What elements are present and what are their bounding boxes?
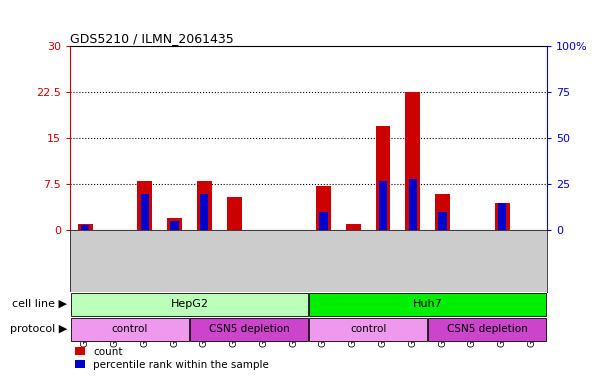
Bar: [346, 224, 360, 230]
Bar: [141, 194, 149, 230]
Text: cell line ▶: cell line ▶: [12, 299, 67, 309]
Bar: [197, 181, 212, 230]
Text: Huh7: Huh7: [413, 299, 442, 309]
Bar: [498, 203, 507, 230]
Bar: [71, 293, 308, 316]
Legend: count, percentile rank within the sample: count, percentile rank within the sample: [76, 347, 269, 370]
Bar: [170, 221, 178, 230]
Bar: [200, 194, 208, 230]
Bar: [167, 218, 182, 230]
Bar: [309, 293, 546, 316]
Text: control: control: [350, 324, 386, 334]
Text: control: control: [112, 324, 148, 334]
Bar: [71, 318, 189, 341]
Text: GDS5210 / ILMN_2061435: GDS5210 / ILMN_2061435: [70, 32, 234, 45]
Bar: [137, 181, 152, 230]
Text: HepG2: HepG2: [170, 299, 208, 309]
Bar: [379, 180, 387, 230]
Bar: [435, 194, 450, 230]
Bar: [428, 318, 546, 341]
Bar: [78, 224, 93, 230]
Text: protocol ▶: protocol ▶: [10, 324, 67, 334]
Bar: [81, 225, 89, 230]
Bar: [439, 212, 447, 230]
Bar: [316, 186, 331, 230]
Bar: [405, 92, 420, 230]
Bar: [320, 212, 327, 230]
Bar: [190, 318, 308, 341]
Bar: [227, 197, 241, 230]
Text: CSN5 depletion: CSN5 depletion: [447, 324, 528, 334]
Bar: [376, 126, 390, 230]
Text: CSN5 depletion: CSN5 depletion: [208, 324, 290, 334]
Bar: [309, 318, 427, 341]
Bar: [409, 179, 417, 230]
Bar: [495, 203, 510, 230]
